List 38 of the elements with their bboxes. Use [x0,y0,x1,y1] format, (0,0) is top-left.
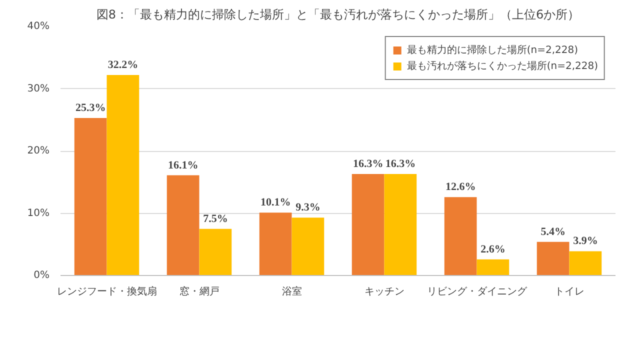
legend-label: 最も精力的に掃除した場所(n=2,228) [406,44,578,57]
y-tick-label: 30% [27,83,50,94]
text: 16.1% [168,159,198,172]
text: 16.3% [352,158,384,170]
y-tick-label: 40% [27,21,50,32]
text: 25.3% [75,102,106,114]
text: 2.6% [480,243,506,256]
chart-title: 図8：「最も精力的に掃除した場所」と「最も汚れが落ちにくかった場所」（上位6か所） [96,8,580,22]
y-tick-label: 20% [27,146,50,156]
x-tick-label: トイレ [554,286,584,298]
text: 7.5% [203,212,228,225]
x-tick-label: キッチン [364,286,404,298]
bar [199,228,232,276]
x-tick-label: リビング・ダイニング [426,286,528,298]
bar [536,242,570,276]
text: 32.2% [108,59,138,72]
x-tick-label: 窓・網戸 [179,286,220,298]
bar [166,175,200,276]
bar [106,75,140,276]
text: 16.3% [385,158,416,170]
bar [292,218,324,276]
text: 12.6% [445,181,476,194]
bar [384,174,417,276]
text: 5.4% [540,226,566,238]
x-tick-label: レンジフード・換気扇 [56,286,157,298]
bar [74,118,107,276]
text: 9.3% [296,202,320,214]
legend-label: 最も汚れが落ちにくかった場所(n=2,228) [406,60,598,73]
bar [444,197,477,276]
y-tick-label: 0% [34,270,50,281]
bar [352,174,384,276]
bar [476,259,510,276]
bar [259,212,292,276]
text: 3.9% [573,235,598,248]
bar [569,251,602,276]
y-tick-label: 10% [27,208,50,219]
text: 10.1% [260,196,291,209]
x-tick-label: 浴室 [282,286,302,298]
